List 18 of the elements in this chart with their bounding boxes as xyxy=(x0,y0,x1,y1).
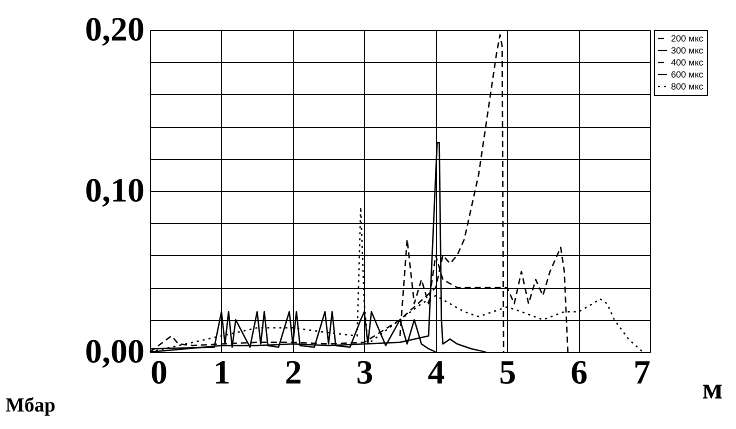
y-tick-label: 0,20 xyxy=(85,12,144,48)
legend-label: 300 мкс xyxy=(671,46,704,56)
legend-label: 200 мкс xyxy=(671,34,704,44)
x-tick-label: 5 xyxy=(499,354,516,392)
x-tick-label: 0 xyxy=(150,354,168,392)
y-tick-label: 0,10 xyxy=(85,172,144,210)
legend-label: 800 мкс xyxy=(671,82,704,92)
x-tick-label: 6 xyxy=(570,354,588,392)
y-tick-label: 0,00 xyxy=(85,334,144,370)
y-axis-title: Мбар xyxy=(6,394,56,416)
x-tick-label: 3 xyxy=(356,354,374,392)
x-axis-title: м xyxy=(702,372,723,406)
legend-label: 600 мкс xyxy=(671,70,704,80)
x-tick-label: 1 xyxy=(213,354,230,392)
legend-label: 400 мкс xyxy=(671,58,704,68)
x-tick-label: 7 xyxy=(634,354,650,392)
x-tick-label: 4 xyxy=(428,354,445,392)
x-tick-label: 2 xyxy=(284,354,302,392)
